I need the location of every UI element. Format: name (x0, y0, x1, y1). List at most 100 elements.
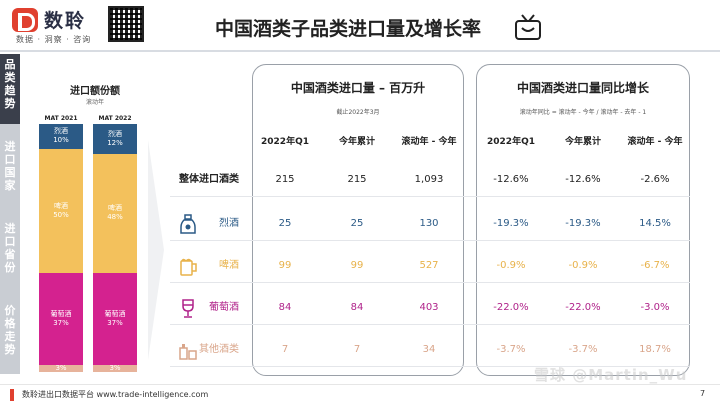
mat-chart-title: 进口额份额 (70, 86, 120, 97)
segment-percent: 50% (53, 210, 69, 219)
brand-logo-icon (12, 8, 38, 32)
footer-text: 数聆进出口数据平台 www.trade-intelligence.com (22, 390, 209, 399)
growth-cell: -19.3% (493, 218, 529, 229)
header: 数聆 数据 · 洞察 · 咨询 中国酒类子品类进口量及增长率 (0, 0, 720, 52)
growth-cell: -22.0% (493, 302, 529, 313)
segment-percent: 3% (55, 363, 67, 372)
growth-panel-title: 中国酒类进口量同比增长 (516, 81, 649, 95)
mat-bar-label: MAT 2021 (44, 115, 78, 122)
volume-cell: 215 (347, 174, 367, 185)
row-divider (170, 324, 690, 325)
segment-name: 啤酒 (54, 201, 68, 210)
row-label: 葡萄酒 (209, 302, 239, 313)
volume-cell: 84 (350, 302, 364, 313)
segment-percent: 48% (107, 213, 123, 222)
table-row: 烈酒 25 25 130 -19.3% -19.3% 14.5% (160, 210, 690, 238)
volume-cell: 527 (419, 260, 439, 271)
growth-cell: -2.6% (640, 174, 670, 185)
vertical-nav: 品类趋势 进口国家 进口省份 价格走势 (0, 54, 20, 374)
segment-percent: 12% (107, 138, 123, 147)
mat-bar-segment: 葡萄酒 37% (39, 272, 83, 365)
col-head-growth-mat: 滚动年 - 今年 (627, 137, 683, 147)
segment-name: 葡萄酒 (50, 309, 72, 318)
growth-cell: -19.3% (565, 218, 601, 229)
footer-accent (10, 389, 14, 401)
qr-code-icon (108, 6, 144, 42)
segment-name: 葡萄酒 (104, 309, 126, 318)
row-divider (170, 196, 690, 197)
growth-cell: -0.9% (496, 260, 526, 271)
mat-bar-segment: 啤酒 48% (93, 153, 137, 273)
volume-cell: 1,093 (414, 174, 444, 185)
mat-bar-segment: 啤酒 50% (39, 148, 83, 273)
vnav-item-import-country[interactable]: 进口国家 (4, 140, 16, 192)
growth-cell: 18.7% (639, 344, 671, 355)
volume-cell: 34 (422, 344, 436, 355)
segment-name: 烈酒 (54, 127, 68, 136)
volume-panel-note: 截止2022年3月 (336, 109, 380, 116)
volume-panel-title: 中国酒类进口量 – 百万升 (290, 81, 426, 95)
volume-cell: 99 (350, 260, 364, 271)
row-label: 啤酒 (219, 260, 239, 271)
brand-slogan: 数据 · 洞察 · 咨询 (16, 35, 92, 44)
volume-cell: 25 (278, 218, 292, 229)
row-label: 其他酒类 (199, 344, 239, 355)
store-basket-icon (515, 14, 541, 40)
segment-name: 烈酒 (108, 129, 122, 138)
flow-arrow-icon (148, 140, 164, 360)
growth-panel: 中国酒类进口量同比增长 滚动年同比 = 滚动年 - 今年 / 滚动年 - 去年 … (476, 64, 690, 376)
mat-bar-segment: 葡萄酒 37% (93, 272, 137, 365)
table-row: 啤酒 99 99 527 -0.9% -0.9% -6.7% (160, 252, 690, 280)
header-divider (0, 50, 720, 52)
col-head-growth-ytd: 今年累计 (564, 137, 601, 147)
page-number: 7 (700, 389, 706, 398)
volume-cell: 215 (275, 174, 295, 185)
volume-cell: 7 (281, 344, 289, 355)
page-title: 中国酒类子品类进口量及增长率 (215, 18, 482, 40)
wine-glass-icon (182, 299, 194, 318)
mat-bar-segment: 3% (93, 363, 137, 372)
liquor-bottle-icon (180, 214, 196, 234)
growth-cell: -3.0% (640, 302, 670, 313)
segment-percent: 10% (53, 136, 69, 145)
growth-cell: -3.7% (568, 344, 598, 355)
segment-percent: 37% (107, 318, 123, 327)
row-label: 整体进口酒类 (179, 174, 239, 185)
segment-percent: 3% (109, 363, 121, 372)
row-divider (170, 366, 690, 367)
row-divider (170, 282, 690, 283)
growth-cell: -3.7% (496, 344, 526, 355)
volume-cell: 84 (278, 302, 292, 313)
table-row: 整体进口酒类 215 215 1,093 -12.6% -12.6% -2.6% (160, 166, 690, 194)
segment-name: 啤酒 (108, 204, 122, 213)
growth-cell: 14.5% (639, 218, 671, 229)
growth-panel-note: 滚动年同比 = 滚动年 - 今年 / 滚动年 - 去年 - 1 (519, 109, 647, 116)
vnav-item-category-trend[interactable]: 品类趋势 (0, 54, 20, 124)
volume-cell: 403 (419, 302, 439, 313)
mat-bar-segment: 烈酒 10% (39, 124, 83, 149)
table-row: 其他酒类 7 7 34 -3.7% -3.7% 18.7% (160, 336, 690, 364)
volume-cell: 99 (278, 260, 292, 271)
col-head-volume-q1: 2022年Q1 (261, 137, 309, 147)
volume-cell: 7 (353, 344, 361, 355)
table-row: 葡萄酒 84 84 403 -22.0% -22.0% -3.0% (160, 294, 690, 322)
row-label: 烈酒 (219, 218, 239, 229)
volume-cell: 130 (419, 218, 439, 229)
col-head-volume-mat: 滚动年 - 今年 (401, 137, 457, 147)
mat-bar-segment: 3% (39, 363, 83, 372)
other-drinks-icon (179, 344, 197, 360)
beer-mug-icon (180, 258, 197, 276)
vnav-item-price-trend[interactable]: 价格走势 (4, 304, 16, 356)
growth-cell: -0.9% (568, 260, 598, 271)
vnav-item-import-province[interactable]: 进口省份 (4, 222, 16, 274)
col-head-growth-q1: 2022年Q1 (487, 137, 535, 147)
growth-cell: -12.6% (493, 174, 529, 185)
mat-bar-label: MAT 2022 (98, 115, 132, 122)
growth-cell: -22.0% (565, 302, 601, 313)
volume-cell: 25 (350, 218, 364, 229)
row-divider (170, 240, 690, 241)
volume-panel: 中国酒类进口量 – 百万升 截止2022年3月 (252, 64, 464, 376)
growth-cell: -12.6% (565, 174, 601, 185)
watermark: 雪球 @Martin_Wu (534, 366, 688, 384)
growth-cell: -6.7% (640, 260, 670, 271)
